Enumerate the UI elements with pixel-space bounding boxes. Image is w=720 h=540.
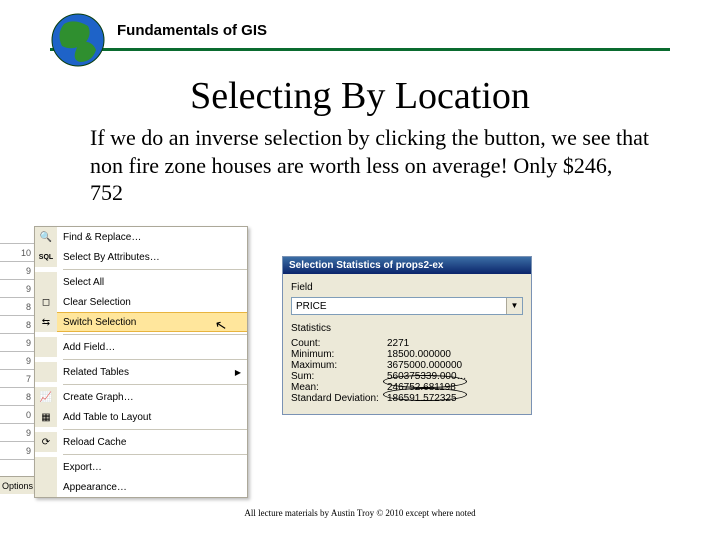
blank-icon: [35, 272, 57, 292]
switch-icon: ⇆: [35, 312, 57, 332]
chevron-right-icon: ▶: [235, 368, 241, 377]
menu-item[interactable]: 🔍 Find & Replace…: [35, 227, 247, 247]
globe-icon: [50, 12, 106, 68]
table-row-header: 10: [0, 244, 34, 262]
blank-icon: [35, 457, 57, 477]
stat-row: Count:2271: [291, 338, 523, 349]
menu-item[interactable]: Select All: [35, 272, 247, 292]
menu-separator: [63, 454, 247, 455]
sql-icon: SQL: [35, 247, 57, 267]
context-menu-region: 1099889978099 Options 🔍Find & Replace…SQ…: [0, 226, 248, 494]
header-rule: [50, 48, 670, 51]
blank-icon: [35, 337, 57, 357]
menu-item[interactable]: Appearance…: [35, 477, 247, 497]
menu-item[interactable]: Add Field…: [35, 337, 247, 357]
layout-icon: ▦: [35, 407, 57, 427]
table-row-header: 9: [0, 424, 34, 442]
page-title: Selecting By Location: [0, 74, 720, 118]
menu-separator: [63, 429, 247, 430]
menu-item[interactable]: ⟳ Reload Cache: [35, 432, 247, 452]
table-row-header: 9: [0, 280, 34, 298]
stat-value: 2271: [387, 338, 409, 349]
table-row-header: [0, 226, 34, 244]
annotation-circle: [383, 388, 467, 401]
table-row-header: 9: [0, 352, 34, 370]
menu-item-label: Select All: [63, 277, 104, 288]
menu-separator: [63, 384, 247, 385]
field-label: Field: [291, 282, 523, 293]
field-combobox[interactable]: ▼: [291, 297, 523, 315]
table-row-header: 9: [0, 334, 34, 352]
menu-item-label: Related Tables: [63, 367, 129, 378]
statistics-window: Selection Statistics of props2-ex Field …: [282, 256, 532, 415]
statistics-label: Statistics: [291, 323, 523, 334]
stat-row: Minimum:18500.000000: [291, 349, 523, 360]
menu-separator: [63, 359, 247, 360]
table-row-headers: 1099889978099: [0, 226, 34, 494]
stat-label: Minimum:: [291, 349, 387, 360]
graph-icon: 📈: [35, 387, 57, 407]
menu-separator: [63, 269, 247, 270]
clear-icon: ◻: [35, 292, 57, 312]
menu-item-label: Select By Attributes…: [63, 252, 160, 263]
chevron-down-icon[interactable]: ▼: [506, 298, 522, 314]
stat-row: Maximum:3675000.000000: [291, 360, 523, 371]
table-row-header: 9: [0, 442, 34, 460]
menu-item[interactable]: ◻ Clear Selection: [35, 292, 247, 312]
table-row-header: 9: [0, 262, 34, 280]
stat-value: 18500.000000: [387, 349, 451, 360]
field-input[interactable]: [292, 298, 506, 314]
menu-item-label: Reload Cache: [63, 437, 126, 448]
blank-icon: [35, 477, 57, 497]
stat-label: Maximum:: [291, 360, 387, 371]
table-row-header: 8: [0, 388, 34, 406]
stat-label: Standard Deviation:: [291, 393, 387, 404]
menu-item[interactable]: ▦ Add Table to Layout: [35, 407, 247, 427]
reload-icon: ⟳: [35, 432, 57, 452]
stat-label: Sum:: [291, 371, 387, 382]
table-row-header: 8: [0, 316, 34, 334]
blank-icon: [35, 362, 57, 382]
menu-item-label: Add Table to Layout: [63, 412, 151, 423]
body-paragraph: If we do an inverse selection by clickin…: [90, 124, 650, 207]
stat-label: Count:: [291, 338, 387, 349]
window-titlebar: Selection Statistics of props2-ex: [283, 257, 531, 274]
footer-text: All lecture materials by Austin Troy © 2…: [0, 508, 720, 518]
stat-label: Mean:: [291, 382, 387, 393]
menu-item[interactable]: 📈 Create Graph…: [35, 387, 247, 407]
annotation-circle: [383, 375, 467, 388]
menu-item-label: Switch Selection: [63, 317, 136, 328]
menu-item-label: Create Graph…: [63, 392, 134, 403]
table-row-header: 8: [0, 298, 34, 316]
menu-item[interactable]: SQL Select By Attributes…: [35, 247, 247, 267]
binoculars-icon: 🔍: [35, 227, 57, 247]
menu-item[interactable]: Export…: [35, 457, 247, 477]
context-menu: 🔍 Find & Replace… SQL Select By Attributes……: [34, 226, 248, 498]
menu-item-label: Add Field…: [63, 342, 115, 353]
stat-value: 3675000.000000: [387, 360, 462, 371]
table-row-header: 7: [0, 370, 34, 388]
menu-item[interactable]: Related Tables ▶: [35, 362, 247, 382]
menu-item-label: Clear Selection: [63, 297, 131, 308]
menu-item-label: Export…: [63, 462, 102, 473]
header-title: Fundamentals of GIS: [117, 22, 675, 39]
table-row-header: 0: [0, 406, 34, 424]
menu-item-label: Find & Replace…: [63, 232, 141, 243]
menu-item-label: Appearance…: [63, 482, 127, 493]
